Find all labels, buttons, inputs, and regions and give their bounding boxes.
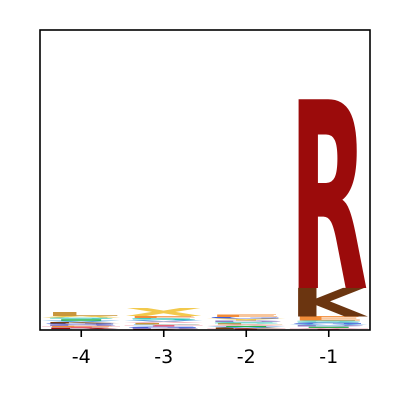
logo-columns: PRTEDGKVISALKDGTPLAVSEXTKVIALSDYGETAIDVG…: [42, 49, 369, 350]
logo-letter-L: L: [124, 322, 203, 324]
logo-letter-V: V: [289, 324, 368, 326]
logo-letter-Y: Y: [206, 318, 285, 321]
logo-letter-D: D: [289, 325, 368, 327]
logo-letter-E: E: [124, 316, 203, 319]
logo-letter-T: T: [42, 327, 121, 329]
logo-letter-V: V: [124, 319, 203, 321]
logo-letter-R: R: [289, 49, 368, 350]
logo-letter-D: D: [124, 328, 203, 330]
logo-letter-I: I: [207, 325, 286, 327]
logo-letter-E: E: [207, 313, 286, 317]
logo-letter-E: E: [289, 315, 368, 322]
logo-letter-D: D: [207, 320, 286, 322]
logo-letter-L: L: [42, 311, 121, 317]
logo-letter-G: G: [289, 322, 368, 324]
logo-letter-K: K: [207, 328, 286, 329]
logo-letter-S: S: [124, 318, 203, 321]
logo-letter-P: P: [124, 324, 203, 326]
logo-letter-G: G: [42, 323, 121, 325]
logo-letter-I: I: [289, 326, 368, 328]
x-tick-label: -4: [72, 346, 91, 368]
logo-letter-A: A: [207, 324, 286, 326]
x-axis: -4 -3 -2 -1: [72, 330, 338, 368]
logo-letter-S: S: [289, 320, 368, 323]
logo-letter-G: G: [124, 326, 203, 328]
logo-letter-D: D: [42, 324, 121, 326]
logo-letter-X: X: [124, 307, 203, 319]
logo-letter-S: S: [207, 322, 286, 324]
x-tick-label: -1: [319, 346, 338, 368]
logo-letter-R: R: [42, 328, 121, 329]
logo-letter-K: K: [289, 280, 368, 326]
logo-letter-S: S: [42, 317, 121, 319]
x-tick-label: -2: [237, 346, 256, 368]
logo-letter-I: I: [42, 319, 121, 321]
logo-letter-V: V: [42, 320, 121, 322]
logo-letter-A: A: [124, 321, 203, 323]
logo-letter-L: L: [207, 323, 286, 325]
logo-letter-A: A: [289, 328, 368, 330]
logo-letter-E: E: [42, 325, 121, 327]
logo-letter-A: A: [42, 315, 121, 318]
x-tick-label: -3: [154, 346, 173, 368]
plot-frame: [39, 29, 371, 331]
logo-letter-K: K: [42, 322, 121, 324]
logo-letter-V: V: [207, 327, 286, 329]
logo-letter-T: T: [124, 325, 203, 327]
logo-letter-G: G: [207, 316, 286, 319]
